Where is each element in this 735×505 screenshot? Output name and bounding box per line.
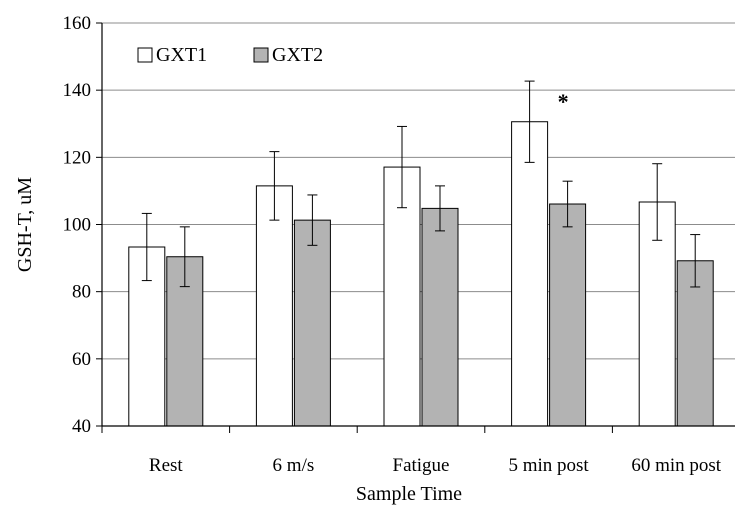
x-tick-labels: Rest 6 m/s Fatigue 5 min post 60 min post (149, 455, 722, 476)
axes (96, 22, 735, 433)
y-axis-title: GSH-T, uM (14, 177, 36, 272)
y-tick-label: 140 (63, 80, 92, 101)
bar-gxt2 (421, 207, 459, 427)
y-tick-label: 80 (72, 282, 91, 303)
y-tick-label: 40 (72, 416, 91, 437)
x-tick-label: 60 min post (631, 455, 721, 476)
bar-gxt1 (511, 121, 549, 427)
significance-marker: * (558, 89, 569, 114)
legend-swatch-gxt2 (253, 47, 269, 63)
error-bars (141, 80, 701, 288)
bar-gxt2 (293, 219, 331, 427)
bar-gxt1 (383, 166, 421, 427)
legend-label-gxt1: GXT1 (156, 44, 207, 66)
bar-gxt2 (676, 260, 714, 427)
bar-gxt1 (255, 185, 293, 427)
x-tick-label: 5 min post (508, 455, 589, 476)
gridlines (102, 22, 735, 360)
y-tick-labels: 40 60 80 100 120 140 160 (63, 13, 92, 437)
x-tick-label: 6 m/s (273, 455, 315, 476)
legend: GXT1 GXT2 (137, 44, 323, 66)
y-tick-label: 120 (63, 147, 92, 168)
legend-swatch-gxt1 (137, 47, 153, 63)
bar-gxt2 (549, 203, 587, 427)
x-axis-title: Sample Time (356, 483, 462, 505)
y-tick-label: 100 (63, 215, 92, 236)
y-tick-label: 60 (72, 349, 91, 370)
x-tick-label: Fatigue (393, 455, 450, 476)
x-tick-label: Rest (149, 455, 184, 476)
bars (128, 121, 714, 427)
legend-label-gxt2: GXT2 (272, 44, 323, 66)
y-tick-label: 160 (63, 13, 92, 34)
